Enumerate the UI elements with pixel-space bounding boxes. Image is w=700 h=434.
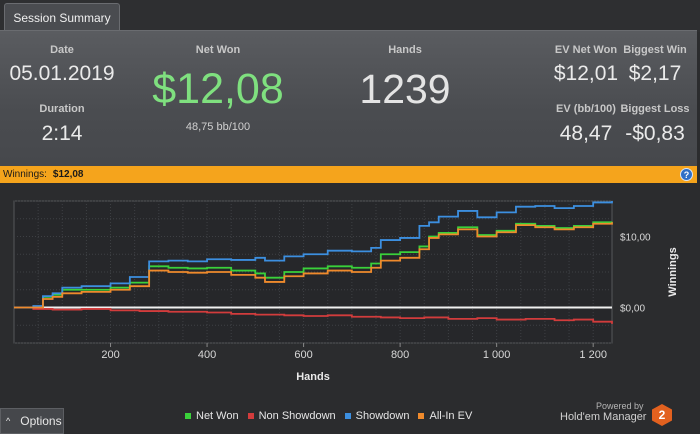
winnings-bar-value: $12,08 [52,169,84,180]
x-tick-label: 200 [101,349,119,361]
legend-label: Non Showdown [258,410,336,422]
powered-by-label: Powered by [596,401,644,411]
legend-item[interactable]: All-In EV [418,410,472,422]
winnings-chart: 200 400 600 800 1 000 1 200 $0,00 $10,00 Hands Wi… [0,183,700,434]
hands-label: Hands [388,44,422,56]
ev-bb-label: EV (bb/100) [556,103,616,115]
hands-value: 1239 [359,66,451,112]
winnings-chart-svg: 200 400 600 800 1 000 1 200 $0,00 $10,00 Hands Wi… [13,200,679,383]
x-axis-title: Hands [296,371,330,383]
series-line [14,222,613,309]
legend-item[interactable]: Showdown [344,410,410,422]
chart-legend: Net Won Non Showdown Showdown All-In EV [185,410,472,422]
y-tick-label: $10,00 [620,233,651,244]
net-won-value: $12,08 [152,65,284,113]
tab-session-summary[interactable]: Session Summary [4,3,120,32]
date-value: 05.01.2019 [9,62,115,85]
x-tick-label: 1 200 [579,349,607,361]
plot-area [13,200,613,344]
caret-up-icon: ^ [6,416,11,426]
tab-bar: Session Summary [0,0,700,32]
legend-label: Net Won [196,410,239,422]
legend-item[interactable]: Net Won [185,410,239,422]
biggest-win-label: Biggest Win [623,44,687,56]
net-won-label: Net Won [195,44,241,56]
winnings-bar-label: Winnings: [3,169,47,180]
legend-label: Showdown [355,410,410,422]
winnings-bar: Winnings: $12,08 ? [0,166,697,183]
date-label: Date [50,44,74,56]
session-summary-panel: Date 05.01.2019 Duration 2:14 Net Won $1… [0,30,697,166]
options-label: Options [20,414,62,428]
legend-swatch [344,413,351,419]
help-icon[interactable]: ? [680,168,693,181]
x-tick-label: 800 [391,349,409,361]
legend-swatch [247,413,254,419]
legend-swatch [418,413,425,419]
bb-per-100-value: 48,75 bb/100 [185,121,251,133]
legend-label: All-In EV [429,410,473,422]
biggest-loss-label: Biggest Loss [620,103,690,115]
biggest-loss-value: -$0,83 [625,122,685,145]
x-tick-label: 600 [294,349,312,361]
legend-swatch [185,413,191,419]
options-button[interactable]: ^ Options [0,408,64,434]
y-axis-title: Winnings [667,247,679,296]
biggest-win-value: $2,17 [628,62,682,85]
y-tick-label: $0,00 [620,304,645,315]
x-tick-label: 400 [198,349,216,361]
x-tick-label: 1 000 [483,349,511,361]
legend-item[interactable]: Non Showdown [247,410,336,422]
duration-label: Duration [39,103,85,115]
ev-net-won-value: $12,01 [553,62,619,85]
product-name: Hold'em Manager [560,411,647,423]
duration-value: 2:14 [41,122,83,145]
hem2-logo-icon: 2 [652,404,672,426]
series-line [14,306,613,324]
ev-bb-value: 48,47 [559,122,613,145]
series-line [14,201,613,309]
ev-net-won-label: EV Net Won [554,44,618,56]
